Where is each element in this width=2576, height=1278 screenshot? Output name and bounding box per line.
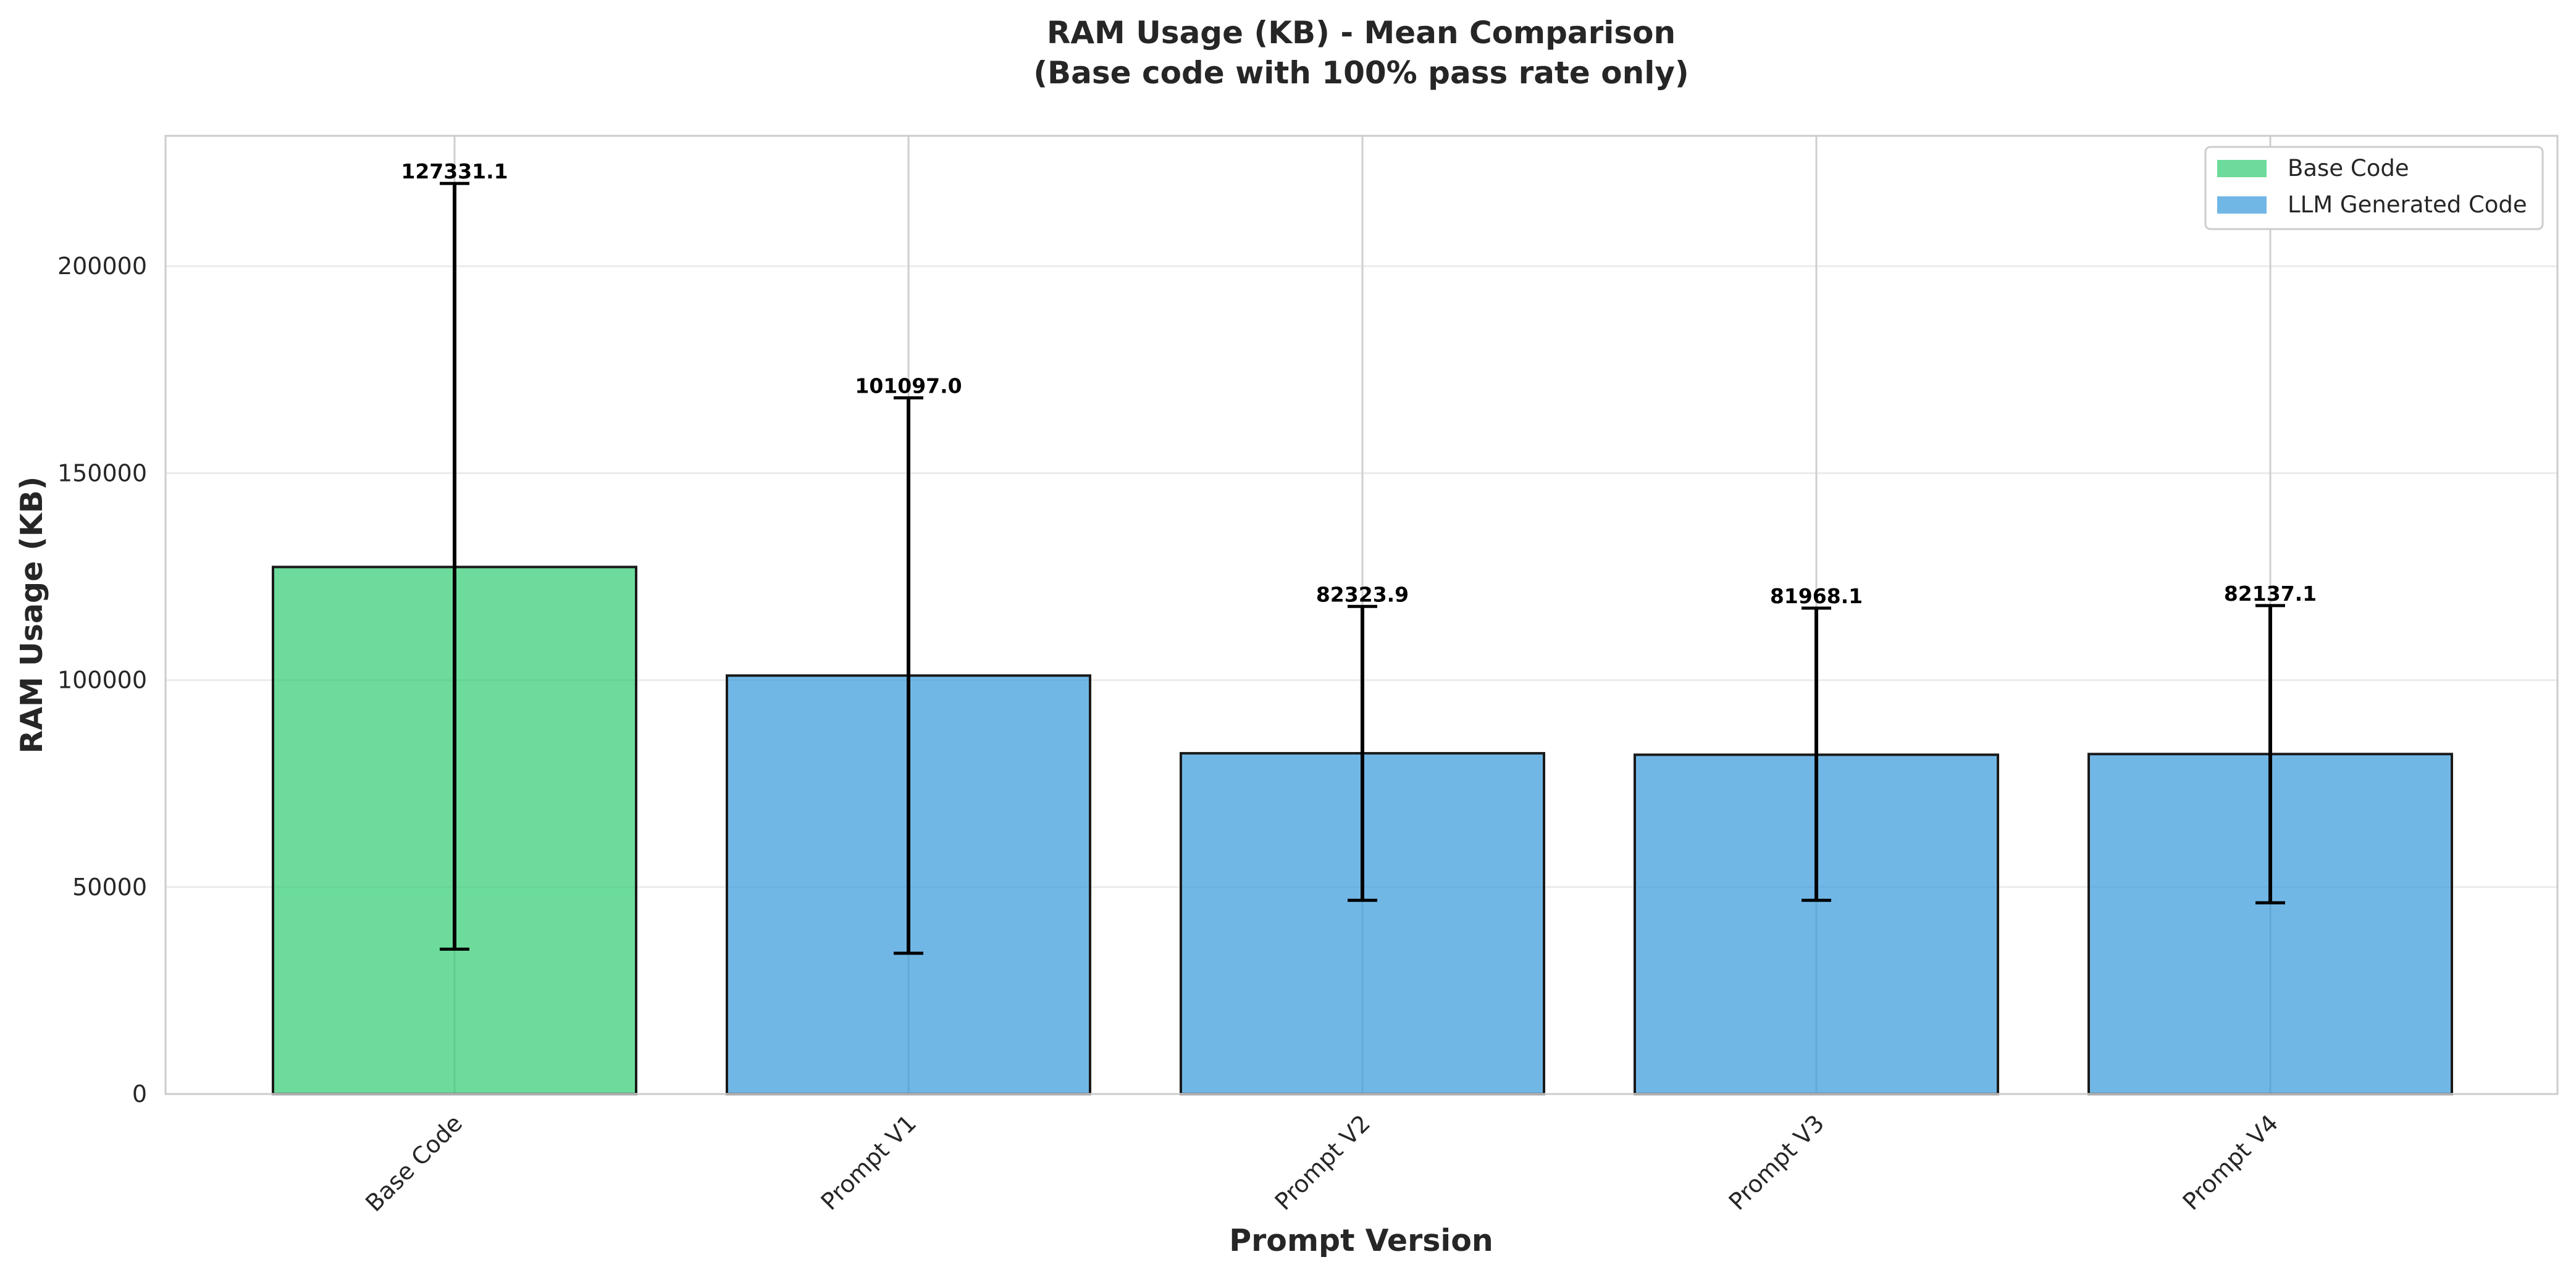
x-tick-label-base-code: Base Code — [360, 1109, 468, 1217]
y-tick-label: 150000 — [57, 459, 147, 487]
x-axis-label: Prompt Version — [1229, 1223, 1493, 1258]
error-bars — [440, 182, 2285, 955]
legend-box — [2204, 146, 2544, 230]
x-tick-label-prompt-v4: Prompt V4 — [2178, 1109, 2284, 1216]
x-tick-label-prompt-v2: Prompt V2 — [1270, 1109, 1376, 1216]
value-label-prompt-v2: 82323.9 — [1316, 582, 1409, 606]
x-tick-label-prompt-v1: Prompt V1 — [816, 1109, 922, 1216]
value-label-base-code: 127331.1 — [401, 159, 508, 183]
legend-label-llm-generated-code: LLM Generated Code — [2288, 191, 2527, 218]
y-axis-ticks: 0 50000 100000 150000 200000 — [57, 253, 147, 1108]
x-tick-label-prompt-v3: Prompt V3 — [1724, 1109, 1830, 1216]
y-tick-label: 200000 — [57, 253, 147, 280]
y-tick-label: 100000 — [57, 667, 147, 694]
value-labels: 127331.1 101097.0 82323.9 81968.1 82137.1 — [401, 159, 2317, 608]
legend-swatch-llm-generated-code — [2217, 196, 2267, 214]
value-label-prompt-v3: 81968.1 — [1770, 584, 1863, 608]
y-tick-label: 0 — [132, 1080, 147, 1108]
plot-frame — [164, 135, 2559, 1095]
legend-swatch-base-code — [2217, 160, 2267, 177]
value-label-prompt-v4: 82137.1 — [2224, 582, 2317, 606]
value-label-prompt-v1: 101097.0 — [855, 374, 962, 398]
legend: Base Code LLM Generated Code — [2204, 146, 2544, 230]
x-axis-ticks: Base Code Prompt V1 Prompt V2 Prompt V3 Prom… — [360, 1109, 2283, 1217]
legend-label-base-code: Base Code — [2288, 155, 2409, 182]
y-axis-label: RAM Usage (KB) — [14, 477, 49, 754]
chart-subtitle: (Base code with 100% pass rate only) — [1033, 55, 1689, 91]
y-tick-label: 50000 — [72, 874, 147, 901]
chart-title: RAM Usage (KB) - Mean Comparison — [1047, 15, 1676, 51]
